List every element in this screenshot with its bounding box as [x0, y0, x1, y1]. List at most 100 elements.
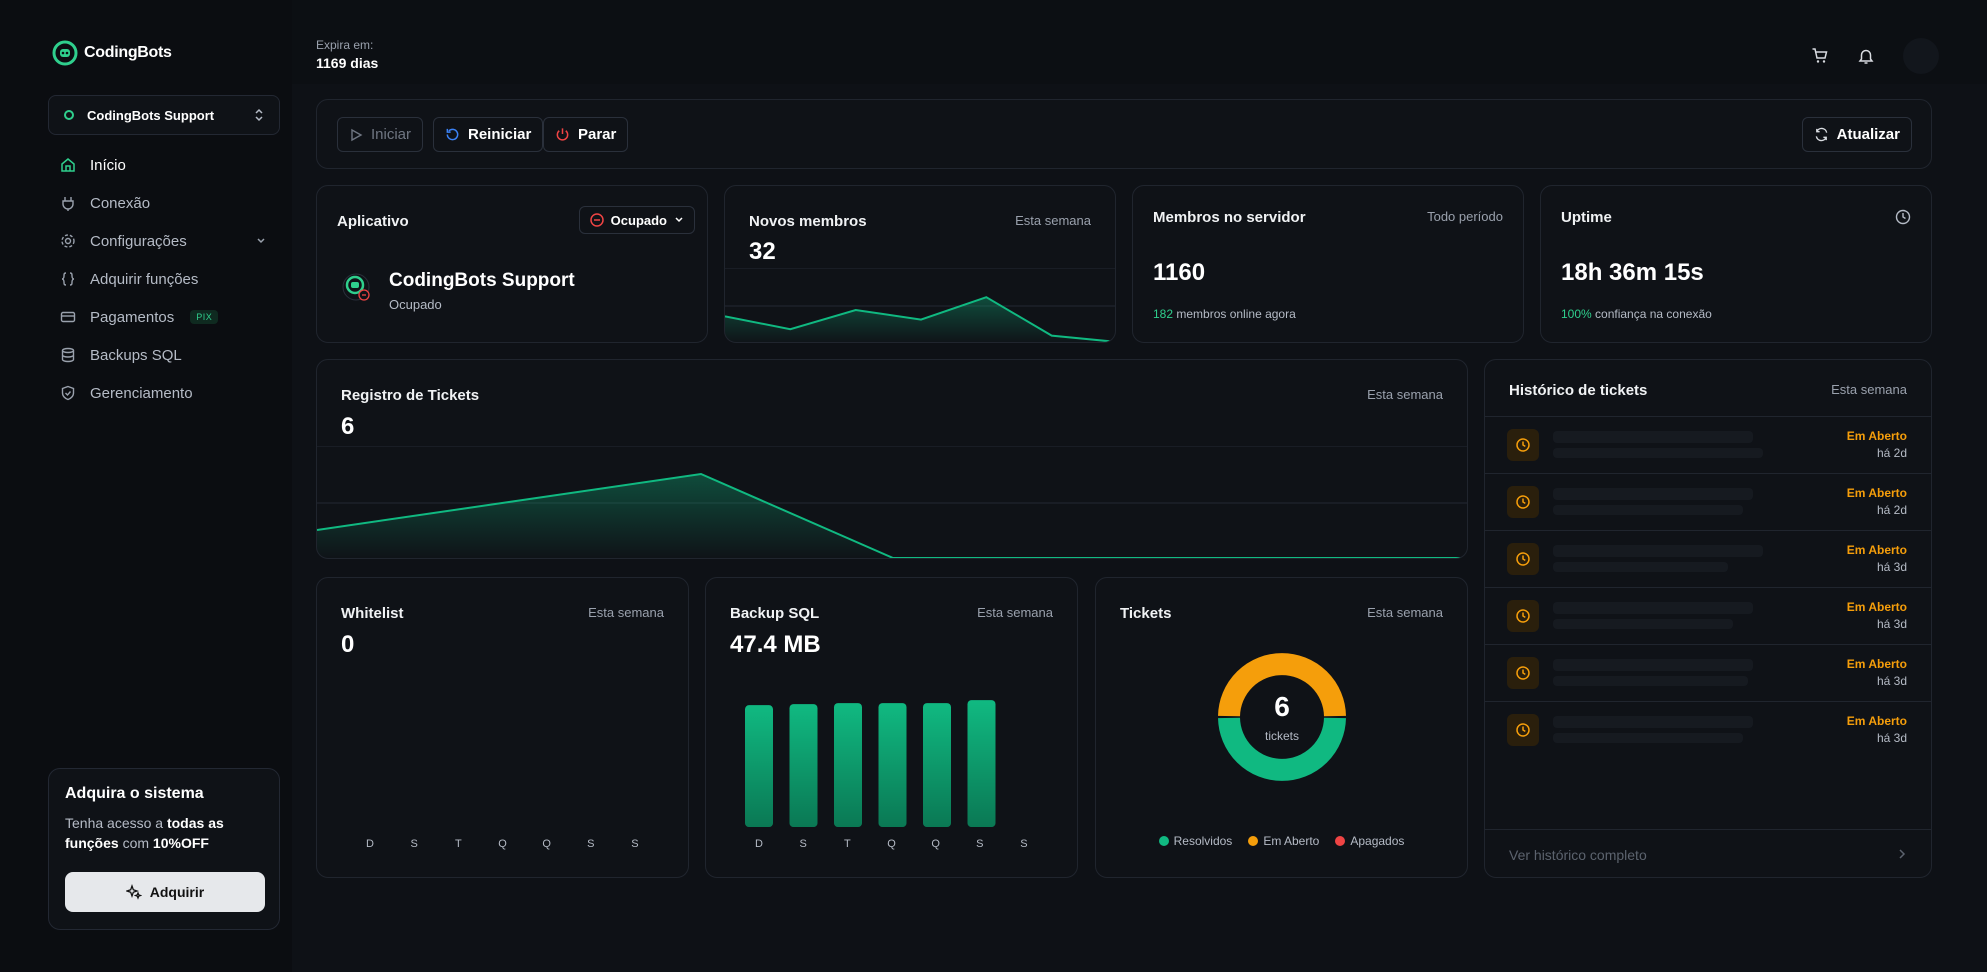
sidebar-item-inicio[interactable]: Início — [48, 146, 280, 184]
tickets-unit: tickets — [1264, 729, 1299, 743]
new-members-series-line — [725, 296, 1115, 342]
user-avatar[interactable] — [1903, 38, 1939, 74]
loading-skeleton — [1553, 505, 1743, 515]
uptime-value: 18h 36m 15s — [1561, 259, 1704, 286]
loading-skeleton — [1553, 562, 1728, 572]
clock-icon — [1507, 486, 1539, 518]
ticket-history-row[interactable]: Em Aberto há 3d — [1485, 530, 1931, 587]
legend-dot — [1335, 836, 1346, 846]
legend-dot — [1158, 836, 1169, 846]
loading-skeleton — [1553, 431, 1753, 443]
chevron-down-icon — [257, 238, 265, 244]
ticket-history-row[interactable]: Em Aberto há 3d — [1485, 644, 1931, 701]
brand-logo[interactable]: CodingBots — [52, 40, 172, 66]
promo-text: Tenha acesso a todas as funções com 10%O… — [65, 815, 224, 851]
whitelist-day-label: S — [631, 838, 639, 850]
expiry-info: Expira em: 1169 dias — [316, 38, 378, 71]
backup-bar-shade — [878, 703, 907, 827]
loading-skeleton — [1553, 676, 1748, 686]
ticket-history-row[interactable]: Em Aberto há 2d — [1485, 416, 1931, 473]
home-icon — [61, 158, 75, 172]
online-members-text: 182 membros online agora — [1153, 307, 1296, 321]
legend-label: Resolvidos — [1173, 834, 1233, 848]
ticket-history-row[interactable]: Em Aberto há 3d — [1485, 701, 1931, 758]
workspace-name: CodingBots Support — [87, 107, 215, 123]
whitelist-day-label: Q — [498, 838, 507, 850]
sidebar-item-conexao[interactable]: Conexão — [48, 184, 280, 222]
loading-skeleton — [1553, 733, 1743, 743]
sidebar-item-pagamentos[interactable]: Pagamentos PIX — [48, 298, 280, 336]
ticket-status: Em Aberto — [1846, 486, 1907, 500]
stop-button[interactable]: Parar — [543, 117, 629, 152]
workspace-selector[interactable]: CodingBots Support — [48, 95, 280, 135]
sidebar-item-label: Gerenciamento — [90, 384, 193, 402]
ticket-status: Em Aberto — [1846, 429, 1907, 443]
cart-icon[interactable] — [1811, 47, 1829, 65]
sidebar-item-adquirir-funcoes[interactable]: Adquirir funções — [48, 260, 280, 298]
ticket-time: há 2d — [1876, 503, 1907, 517]
ticket-history-row[interactable]: Em Aberto há 2d — [1485, 473, 1931, 530]
status-dropdown[interactable]: Ocupado — [578, 206, 695, 234]
backup-bar-shade — [967, 700, 996, 827]
legend-label: Apagados — [1350, 834, 1405, 848]
whitelist-period: Esta semana — [588, 605, 664, 620]
server-members-card: Membros no servidor Todo período 1160 18… — [1132, 185, 1524, 343]
restart-button[interactable]: Reiniciar — [433, 117, 544, 152]
shield-check-icon — [61, 385, 75, 401]
whitelist-day-label: T — [454, 838, 462, 850]
server-members-title: Membros no servidor — [1153, 209, 1306, 226]
ticket-history-period: Esta semana — [1831, 382, 1907, 397]
donut-slice-em-aberto — [1218, 653, 1346, 717]
backup-bar-shade — [923, 703, 951, 827]
acquire-button[interactable]: Adquirir — [65, 872, 265, 912]
loading-skeleton — [1553, 488, 1753, 500]
backup-period: Esta semana — [977, 605, 1053, 620]
refresh-button[interactable]: Atualizar — [1801, 117, 1912, 152]
backup-value: 47.4 MB — [730, 631, 821, 658]
stop-button-label: Parar — [578, 126, 617, 143]
whitelist-card: Whitelist Esta semana 0 D S T Q Q S S — [316, 577, 689, 878]
chevron-right-icon — [1899, 849, 1906, 859]
ticket-history-card: Histórico de tickets Esta semana Em Aber… — [1484, 359, 1932, 878]
start-button-label: Iniciar — [371, 126, 412, 143]
bell-icon[interactable] — [1857, 47, 1875, 65]
sidebar-item-gerenciamento[interactable]: Gerenciamento — [48, 374, 280, 412]
pix-badge: PIX — [190, 310, 219, 324]
whitelist-day-label: S — [587, 838, 595, 850]
tickets-donut-chart — [1218, 653, 1346, 781]
chevron-up-down-icon — [255, 108, 263, 122]
uptime-title: Uptime — [1561, 209, 1612, 226]
sidebar-item-backups-sql[interactable]: Backups SQL — [48, 336, 280, 374]
loading-skeleton — [1553, 545, 1763, 557]
app-card: Aplicativo Ocupado CodingBots Support Oc… — [316, 185, 708, 343]
expiry-value: 1169 dias — [316, 55, 379, 71]
loading-skeleton — [1553, 602, 1753, 614]
view-full-history-label: Ver histórico completo — [1509, 847, 1647, 863]
sidebar: CodingBots CodingBots Support Início Con… — [0, 0, 292, 972]
ticket-time: há 3d — [1876, 617, 1907, 631]
bot-name: CodingBots Support — [389, 270, 575, 291]
clock-icon — [1507, 657, 1539, 689]
clock-icon — [1507, 600, 1539, 632]
sidebar-nav: Início Conexão Configurações Adquirir fu… — [48, 146, 280, 412]
loading-skeleton — [1553, 659, 1753, 671]
backup-bar-shade — [834, 703, 862, 827]
clock-icon — [1895, 209, 1911, 225]
gear-icon — [61, 234, 75, 248]
tickets-card: Tickets Esta semana 6 tickets Resolvidos… — [1095, 577, 1468, 878]
ticket-status: Em Aberto — [1846, 657, 1907, 671]
promo-title: Adquira o sistema — [65, 785, 204, 802]
view-full-history-link[interactable]: Ver histórico completo — [1485, 829, 1931, 877]
sidebar-item-configuracoes[interactable]: Configurações — [48, 222, 280, 260]
legend-label: Em Aberto — [1263, 834, 1320, 848]
ticket-time: há 2d — [1876, 446, 1907, 460]
clock-icon — [1507, 543, 1539, 575]
ticket-history-row[interactable]: Em Aberto há 3d — [1485, 587, 1931, 644]
server-members-period: Todo período — [1427, 209, 1503, 224]
server-members-value: 1160 — [1153, 259, 1206, 286]
tickets-total: 6 — [1274, 691, 1290, 722]
new-members-chart — [725, 268, 1115, 342]
top-actions — [1811, 38, 1939, 74]
start-button[interactable]: Iniciar — [337, 117, 424, 152]
